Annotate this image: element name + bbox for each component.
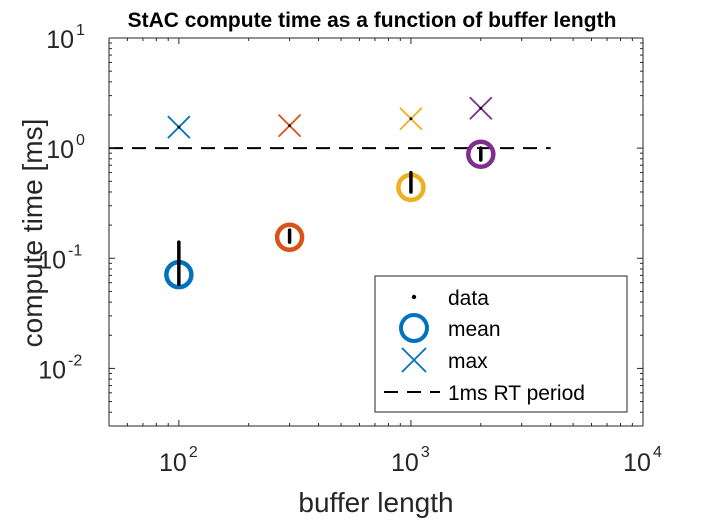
- legend-icon-mean: [399, 313, 429, 343]
- x-tick-exponent: 4: [653, 444, 662, 461]
- x-tick-label: 10: [391, 449, 419, 477]
- mean-marker: [274, 222, 305, 253]
- mean-marker: [466, 139, 496, 170]
- y-tick-exponent: 0: [76, 132, 85, 149]
- legend-label-mean: mean: [448, 318, 501, 341]
- y-tick-label: 10: [38, 356, 66, 384]
- x-tick-exponent: 2: [189, 444, 198, 461]
- legend-icon-max: [401, 347, 427, 373]
- legend: data mean max 1ms RT period: [374, 275, 628, 413]
- axis-ticks: 10 2 10 3 10 410 -210 -110 010 1: [38, 22, 662, 477]
- plot-marks: [109, 96, 551, 290]
- legend-label-data: data: [448, 287, 489, 310]
- y-tick-exponent: -1: [68, 242, 82, 259]
- data-point: [177, 125, 181, 129]
- x-tick-label: 10: [623, 449, 651, 477]
- plot-area-frame: [108, 37, 644, 427]
- legend-box: [374, 275, 628, 413]
- legend-icon-data: [411, 294, 417, 300]
- data-point: [479, 106, 483, 110]
- y-tick-exponent: 1: [76, 22, 85, 39]
- y-tick-exponent: -2: [68, 352, 82, 369]
- legend-label-rt-period: 1ms RT period: [448, 382, 585, 405]
- x-axis-label: buffer length: [298, 487, 453, 518]
- y-axis-label: compute time [ms]: [17, 119, 48, 348]
- chart-title: StAC compute time as a function of buffe…: [128, 9, 617, 32]
- x-tick-label: 10: [159, 449, 187, 477]
- y-tick-label: 10: [46, 136, 74, 164]
- data-point: [288, 124, 291, 128]
- data-point: [409, 117, 413, 121]
- y-tick-label: 10: [46, 26, 74, 54]
- legend-label-max: max: [448, 350, 488, 373]
- y-tick-label: 10: [38, 246, 66, 274]
- x-tick-exponent: 3: [421, 444, 430, 461]
